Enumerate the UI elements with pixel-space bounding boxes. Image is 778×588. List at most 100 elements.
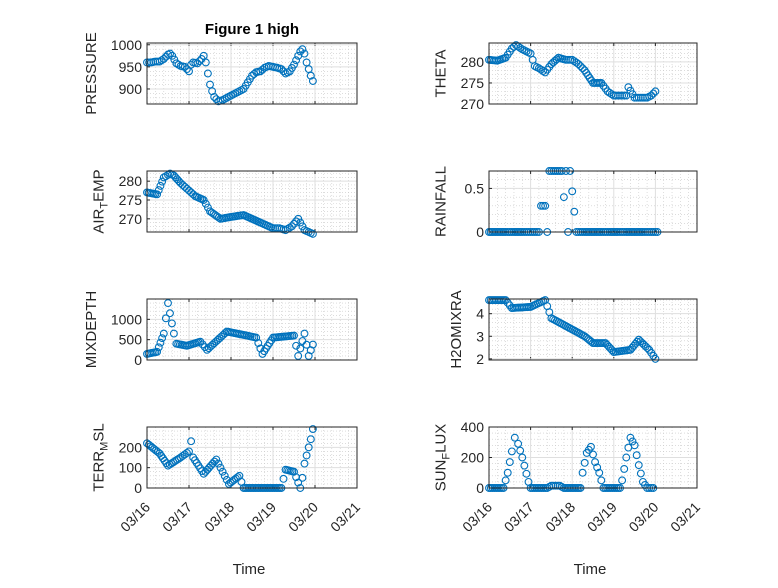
data-point <box>516 446 525 455</box>
data-point <box>522 469 531 478</box>
data-point <box>651 87 660 96</box>
y-axis-label: RAINFALL <box>433 166 450 237</box>
data-point <box>632 93 641 102</box>
x-tick-label: 03/19 <box>584 499 620 535</box>
data-point <box>597 476 606 485</box>
data-point <box>649 89 658 98</box>
subplot-theta: 270 275 280 THETA <box>433 41 698 112</box>
data-point <box>174 454 183 463</box>
data-point <box>308 425 317 433</box>
data-point <box>298 222 307 231</box>
data-point <box>609 91 618 100</box>
data-point <box>614 91 622 100</box>
data-point <box>290 467 298 476</box>
data-point <box>216 463 225 472</box>
data-point <box>611 91 620 100</box>
data-point <box>300 329 309 338</box>
data-point <box>168 51 177 60</box>
data-point <box>292 56 301 65</box>
y-axis-label: THETA <box>433 49 450 97</box>
data-point <box>254 339 263 348</box>
plot-area <box>147 299 357 360</box>
data-point <box>182 65 191 74</box>
y-axis-label: PRESSURE <box>83 32 100 115</box>
data-point <box>520 461 529 470</box>
data-point <box>586 442 595 451</box>
series-h2omixra <box>485 296 660 363</box>
y-axis-label: SUNFLUX <box>433 424 453 492</box>
y-tick-label: 0.5 <box>465 180 485 196</box>
data-point <box>628 437 637 446</box>
data-point <box>233 473 242 482</box>
x-tick-label: 03/21 <box>667 499 703 535</box>
data-point <box>153 347 162 356</box>
chart-title: Figure 1 high <box>205 21 299 38</box>
data-point <box>636 93 645 102</box>
y-tick-label: 0 <box>134 480 142 496</box>
data-point <box>258 65 267 74</box>
data-point <box>158 334 167 343</box>
data-point <box>199 196 208 204</box>
x-tick-label: 03/19 <box>243 499 279 535</box>
data-point <box>153 190 162 199</box>
axes-box <box>488 298 698 361</box>
y-tick-label: 280 <box>461 54 485 70</box>
y-tick-label: 400 <box>461 419 485 435</box>
data-point <box>541 201 550 210</box>
data-point <box>651 354 660 363</box>
y-tick-label: 275 <box>461 75 485 91</box>
y-tick-label: 900 <box>119 81 143 97</box>
data-point <box>539 67 548 75</box>
data-point <box>167 319 176 328</box>
series-pressure <box>143 45 317 106</box>
data-point <box>201 199 210 208</box>
data-point <box>537 201 545 210</box>
data-point <box>626 433 635 442</box>
x-axis-label: Time <box>233 561 266 578</box>
data-point <box>292 217 301 226</box>
axes-box <box>146 426 358 489</box>
data-point <box>287 222 296 231</box>
subplot-mixdepth: 0 500 1000 MIXDEPTH <box>83 291 358 368</box>
y-axis-label: H2OMIXRA <box>448 290 465 368</box>
y-tick-label: 950 <box>119 59 143 75</box>
data-point <box>643 344 652 353</box>
data-point <box>193 59 202 68</box>
data-point <box>300 49 309 58</box>
data-point <box>290 60 298 69</box>
data-point <box>547 481 556 490</box>
data-point <box>298 45 307 54</box>
data-point <box>210 92 219 101</box>
data-point <box>298 473 307 482</box>
subplot-terr-msl: 03/16 03/17 03/18 03/19 03/20 03/21 0 100 200 TER… <box>91 423 364 578</box>
y-tick-label: 4 <box>476 306 484 322</box>
data-point <box>296 47 305 56</box>
data-point <box>210 457 219 466</box>
data-point <box>182 448 191 457</box>
y-tick-label: 3 <box>476 328 484 344</box>
subplot-air-temp: 270 275 280 AIRTEMP <box>91 169 358 238</box>
data-point <box>634 461 643 470</box>
plot-area <box>489 171 697 232</box>
y-tick-label: 2 <box>476 351 484 367</box>
data-point <box>159 54 168 63</box>
data-point <box>302 451 311 460</box>
y-tick-label: 500 <box>119 332 143 348</box>
y-tick-label: 0 <box>476 480 484 496</box>
series-mixdepth <box>143 299 317 360</box>
y-tick-label: 280 <box>119 173 143 189</box>
data-point <box>306 435 315 444</box>
data-point <box>252 333 261 342</box>
data-point <box>620 91 629 100</box>
x-tick-label: 03/18 <box>542 499 578 535</box>
subplot-rainfall: 0 0.5 RAINFALL <box>433 166 698 240</box>
data-point <box>549 481 558 490</box>
data-point <box>634 93 643 102</box>
data-point <box>308 77 317 85</box>
y-axis-label: AIRTEMP <box>91 169 111 233</box>
data-point <box>277 65 286 74</box>
x-tick-label: 03/18 <box>201 499 237 535</box>
data-point <box>203 203 212 212</box>
data-point <box>159 173 168 182</box>
y-tick-label: 200 <box>461 450 485 466</box>
